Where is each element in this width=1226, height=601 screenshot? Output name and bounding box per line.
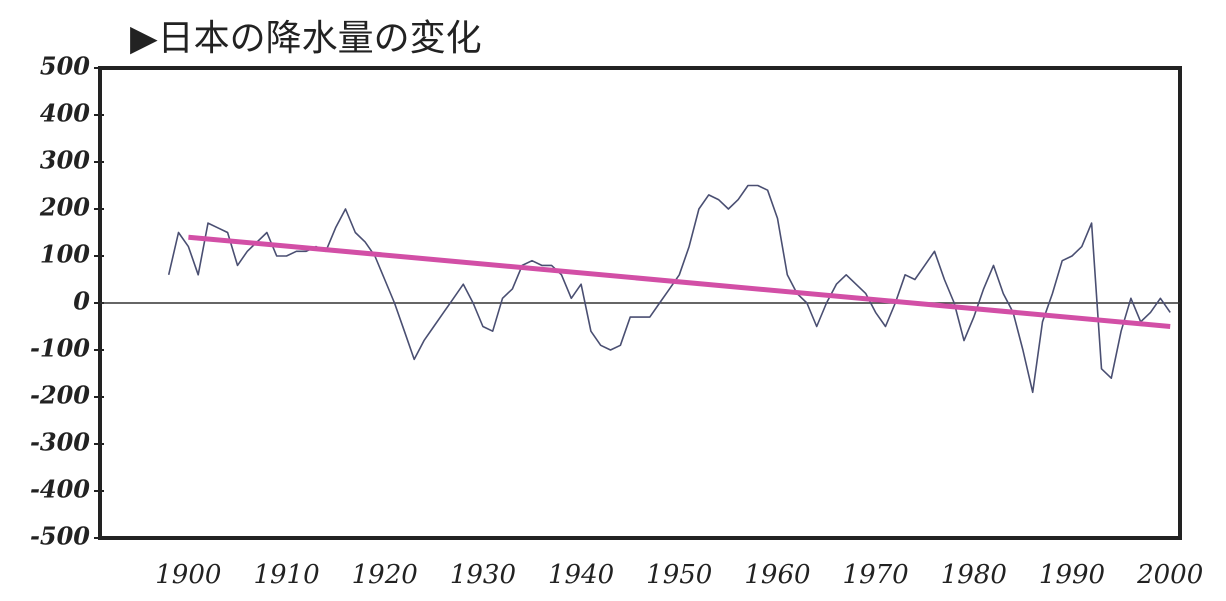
x-tick-label: 1910 [253,560,319,590]
x-tick-label: 1930 [450,560,516,590]
y-tick-label: 400 [40,99,90,128]
trend-line [188,237,1170,326]
x-tick-label: 1980 [941,560,1007,590]
y-tick-label: 0 [73,287,90,316]
y-tick-label: -200 [30,381,90,410]
x-tick-label: 1960 [744,560,810,590]
y-tick-label: -400 [30,475,90,504]
x-tick-label: 1990 [1039,560,1105,590]
y-tick-label: 300 [40,146,90,175]
data-line [169,186,1170,393]
x-tick-label: 2000 [1136,560,1203,590]
x-tick-label: 1920 [352,560,418,590]
x-tick-label: 1950 [646,560,712,590]
chart: ▶日本の降水量の変化 500 400 300 200 100 0 -100 -200 -300 -… [0,0,1226,601]
x-tick-label: 1970 [843,560,909,590]
x-tick-label: 1940 [548,560,614,590]
y-tick-label: -500 [30,522,90,551]
y-tick-label: 100 [40,240,90,269]
chart-title: ▶日本の降水量の変化 [130,18,482,59]
y-tick-label: 500 [40,52,90,81]
y-tick-label: -100 [30,334,90,363]
x-tick-label: 1900 [155,560,221,590]
y-tick-label: 200 [39,193,90,222]
y-tick-label: -300 [30,428,90,457]
